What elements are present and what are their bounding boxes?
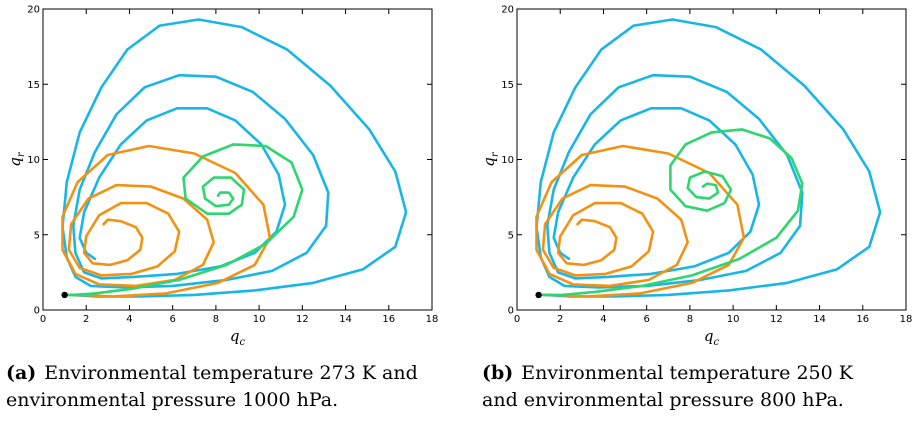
x-tick-label: 4: [600, 314, 606, 325]
caption-a-text: Environmental temperature 273 K and envi…: [6, 362, 418, 411]
trajectory-line-1: [61, 18, 408, 298]
x-tick-label: 8: [687, 314, 693, 325]
x-tick-label: 16: [856, 314, 869, 325]
y-tick-label: 0: [34, 306, 40, 317]
x-tick-label: 16: [382, 314, 395, 325]
caption-a-tag: (a): [6, 362, 37, 384]
x-tick-label: 12: [296, 314, 309, 325]
y-axis-label: qr: [480, 151, 501, 167]
caption-a: (a) Environmental temperature 273 K and e…: [6, 360, 446, 414]
x-tick-label: 6: [169, 314, 175, 325]
x-tick-label: 2: [83, 314, 89, 325]
y-tick-label: 20: [501, 5, 514, 16]
start-point-marker: [535, 291, 542, 299]
x-tick-label: 0: [514, 314, 520, 325]
x-tick-label: 4: [126, 314, 132, 325]
y-tick-label: 5: [508, 230, 514, 241]
x-tick-label: 10: [727, 314, 740, 325]
x-tick-label: 0: [40, 314, 46, 325]
trajectory-line-1: [535, 18, 882, 298]
x-tick-label: 14: [813, 314, 826, 325]
phase-plot-b: 0 2 4 6 8 10 12 14 16 18 0 5 10 15 20 qc qr: [480, 5, 913, 349]
caption-b-text: Environmental temperature 250 K and envi…: [482, 362, 853, 411]
trajectory-line-2: [61, 144, 272, 298]
trajectory-line-3: [541, 128, 804, 297]
figure-panel-b: 0 2 4 6 8 10 12 14 16 18 0 5 10 15 20 qc qr (b) Environme…: [474, 0, 916, 447]
x-tick-label: 14: [339, 314, 352, 325]
x-axis-label: qc: [230, 327, 246, 348]
trajectory-line-3: [63, 143, 304, 297]
y-tick-label: 10: [27, 155, 40, 166]
x-axis-label: qc: [704, 327, 720, 348]
y-tick-label: 10: [501, 155, 514, 166]
y-tick-label: 0: [508, 306, 514, 317]
figure-panel-a: 0 2 4 6 8 10 12 14 16 18 0 5 10 15 20 qc qr (a) Environme…: [0, 0, 450, 447]
y-tick-label: 5: [34, 230, 40, 241]
y-axis-label: qr: [6, 151, 27, 167]
x-tick-label: 12: [770, 314, 783, 325]
start-point-marker: [61, 291, 68, 299]
x-tick-label: 2: [557, 314, 563, 325]
x-tick-label: 8: [213, 314, 219, 325]
y-tick-label: 15: [27, 80, 40, 91]
phase-plot-a: 0 2 4 6 8 10 12 14 16 18 0 5 10 15 20 qc qr: [6, 5, 439, 349]
x-tick-label: 18: [900, 314, 913, 325]
y-tick-label: 20: [27, 5, 40, 16]
x-tick-label: 6: [643, 314, 649, 325]
x-tick-label: 10: [253, 314, 266, 325]
caption-b-tag: (b): [482, 362, 514, 384]
caption-b: (b) Environmental temperature 250 K and e…: [482, 360, 862, 414]
y-tick-label: 15: [501, 80, 514, 91]
x-tick-label: 18: [426, 314, 439, 325]
